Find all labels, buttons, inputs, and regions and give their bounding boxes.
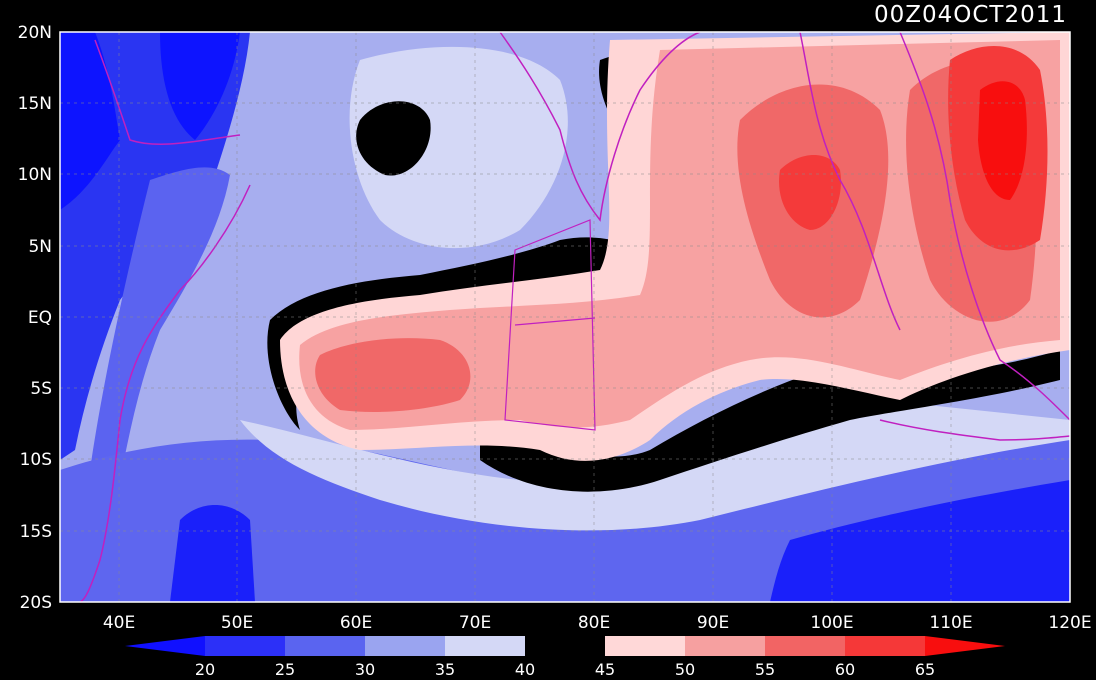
- colorbar-segment: [285, 636, 365, 656]
- coastline-east-africa: [79, 39, 251, 603]
- colorbar-segment: [765, 636, 845, 656]
- coastline-southeast-asia: [799, 31, 1071, 441]
- colorbar-segment: [365, 636, 445, 656]
- field-lowest-southwest: [170, 505, 255, 602]
- colorbar-label: 65: [915, 660, 935, 679]
- colorbar-label: 35: [435, 660, 455, 679]
- field-pale-central: [349, 46, 568, 249]
- y-tick-label: EQ: [28, 308, 52, 328]
- y-tick-label: 15N: [18, 94, 52, 114]
- x-tick-label: 80E: [578, 613, 610, 633]
- field-warm-65: [978, 81, 1027, 200]
- field-lowest-southeast: [770, 480, 1070, 602]
- colorbar-low-arrow: [125, 636, 205, 656]
- map-title: 00Z04OCT2011: [874, 2, 1067, 28]
- y-tick-label: 20S: [20, 593, 52, 613]
- x-tick-label: 70E: [459, 613, 491, 633]
- colorbar-segment: [605, 636, 685, 656]
- field-low-arabian-sea-coast: [90, 167, 230, 480]
- colorbar-label: 55: [755, 660, 775, 679]
- colorbar-segment: [845, 636, 925, 656]
- colorbar-label: 20: [195, 660, 215, 679]
- map-panel: [59, 31, 1071, 603]
- y-tick-label: 5N: [28, 237, 52, 257]
- y-tick-label: 5S: [30, 379, 52, 399]
- colorbar-label: 30: [355, 660, 375, 679]
- field-black-north: [356, 101, 431, 176]
- colorbar-label: 50: [675, 660, 695, 679]
- sri-lanka-box: [504, 219, 596, 431]
- map-frame: [59, 31, 1071, 603]
- colorbar-segment: [445, 636, 525, 656]
- colorbar-label: 25: [275, 660, 295, 679]
- colorbar-label: 45: [595, 660, 615, 679]
- y-tick-label: 20N: [18, 23, 52, 43]
- x-tick-label: 120E: [1048, 613, 1091, 633]
- colorbar-segment: [205, 636, 285, 656]
- coastline-india: [499, 31, 701, 222]
- y-tick-label: 10N: [18, 165, 52, 185]
- x-tick-label: 90E: [697, 613, 729, 633]
- y-tick-label: 15S: [20, 522, 52, 542]
- colorbar-segment: [685, 636, 765, 656]
- grid-lines: [60, 32, 1070, 602]
- field-lowest-northwest: [60, 32, 240, 210]
- colorbar: 20 25 30 35 40 45 50 55 60 65: [125, 636, 1005, 679]
- x-tick-label: 100E: [810, 613, 853, 633]
- x-tick-label: 40E: [103, 613, 135, 633]
- colorbar-segment: [525, 636, 605, 656]
- x-tick-label: 60E: [340, 613, 372, 633]
- colorbar-high-arrow: [925, 636, 1005, 656]
- x-tick-label: 50E: [221, 613, 253, 633]
- y-tick-label: 10S: [20, 450, 52, 470]
- colorbar-label: 60: [835, 660, 855, 679]
- field-warm-55: [315, 61, 1037, 412]
- y-axis: 20N 15N 10N 5N EQ 5S 10S 15S 20S: [18, 23, 52, 613]
- x-axis: 40E 50E 60E 70E 80E 90E 100E 110E 120E: [103, 613, 1092, 633]
- colorbar-label: 40: [515, 660, 535, 679]
- x-tick-label: 110E: [929, 613, 972, 633]
